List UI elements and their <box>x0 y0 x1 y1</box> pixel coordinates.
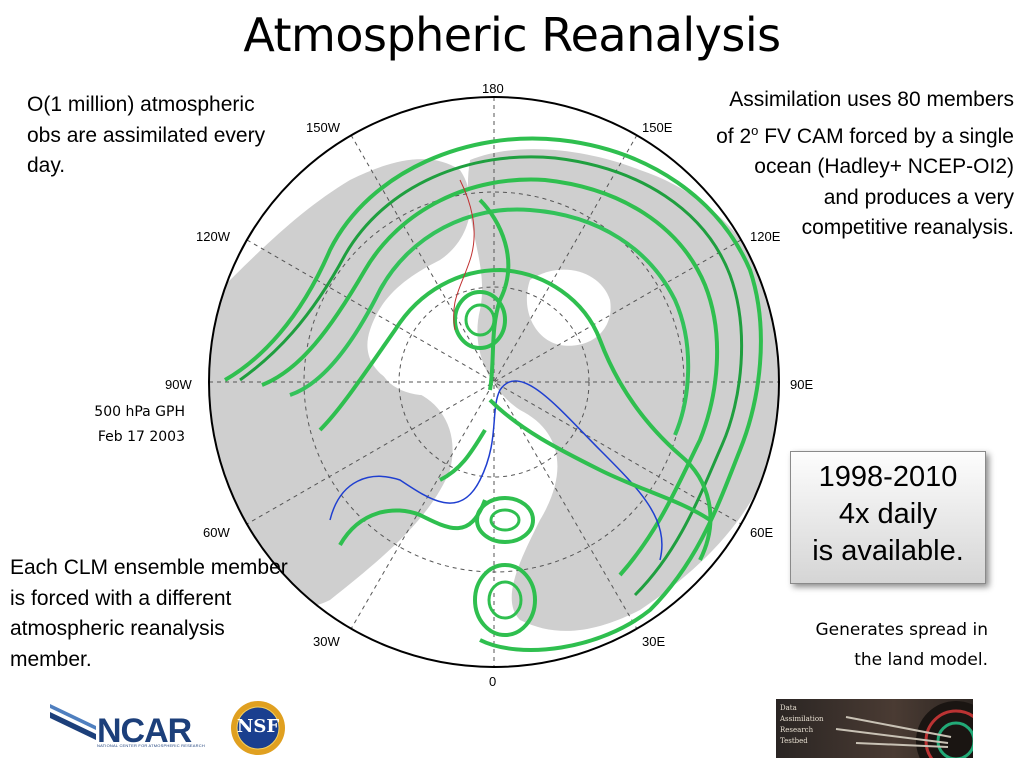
gph-caption-line1: 500 hPa GPH <box>94 404 185 420</box>
assimilation-note-b: FV CAM forced by a single ocean (Hadley+… <box>754 124 1014 240</box>
dart-line1: Data <box>780 704 797 712</box>
gph-caption-line2: Feb 17 2003 <box>97 429 185 445</box>
label-60e: 60E <box>750 525 774 540</box>
label-120w: 120W <box>196 229 230 244</box>
label-150w: 150W <box>306 120 340 135</box>
slide-title: Atmospheric Reanalysis <box>243 8 781 62</box>
ncar-logo-subtext: NATIONAL CENTER FOR ATMOSPHERIC RESEARCH <box>97 743 205 748</box>
obs-note: O(1 million) atmospheric obs are assimil… <box>27 93 266 177</box>
spread-line2: the land model. <box>854 650 988 670</box>
assimilation-note-a: Assimilation uses 80 members of 2 <box>716 88 1014 148</box>
graticule <box>209 97 779 667</box>
label-90w: 90W <box>165 377 192 392</box>
dart-logo-text: Data Assimilation Research Testbed <box>780 703 824 747</box>
dart-line4: Testbed <box>780 737 808 745</box>
label-60w: 60W <box>203 525 230 540</box>
ncar-logo-text: NCAR <box>97 712 192 750</box>
gph-contours <box>224 136 763 652</box>
availability-line2: 4x daily <box>838 498 938 530</box>
dart-line2: Assimilation <box>780 715 824 723</box>
label-0: 0 <box>489 674 497 689</box>
nsf-logo-text: NSF <box>236 716 280 737</box>
assimilation-note: Assimilation uses 80 members of 2o FV CA… <box>714 85 1014 244</box>
nsf-logo-icon <box>231 701 285 755</box>
label-30w: 30W <box>313 634 340 649</box>
dart-logo: Data Assimilation Research Testbed <box>776 699 973 758</box>
map-border <box>208 96 780 668</box>
availability-line1: 1998-2010 <box>818 461 958 493</box>
availability-line3: is available. <box>812 535 964 567</box>
label-120e: 120E <box>750 229 781 244</box>
label-150e: 150E <box>642 120 673 135</box>
availability-box: 1998-2010 4x daily is available. <box>790 451 986 584</box>
clm-note: Each CLM ensemble member is forced with … <box>10 556 288 671</box>
label-90e: 90E <box>790 377 814 392</box>
ncar-logo-icon <box>50 704 96 740</box>
gph-caption: 500 hPa GPH Feb 17 2003 <box>60 400 185 450</box>
spread-note: Generates spread in the land model. <box>760 615 989 675</box>
dart-line3: Research <box>780 726 814 734</box>
dartboard-icon <box>835 701 973 758</box>
spread-line1: Generates spread in <box>815 620 989 640</box>
label-30e: 30E <box>642 634 666 649</box>
label-180: 180 <box>482 81 504 96</box>
degree-sup: o <box>751 122 759 138</box>
